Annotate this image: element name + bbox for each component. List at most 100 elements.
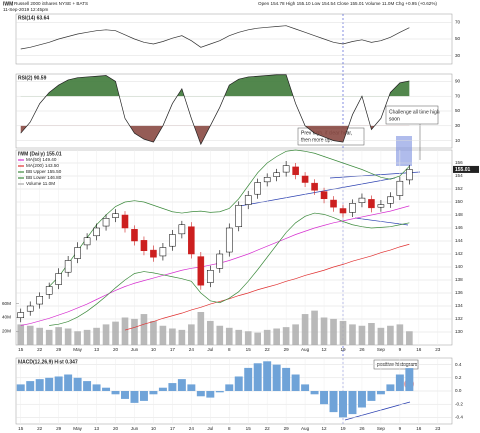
y-tick-label: 140: [455, 264, 463, 269]
x-tick-label: Sep: [377, 426, 386, 431]
legend-label: BB Lower 146.80: [26, 175, 62, 180]
candle-body: [368, 199, 375, 209]
x-tick-label: 17: [170, 426, 176, 431]
candle-body: [64, 260, 72, 273]
volume-bar: [45, 329, 53, 345]
x-tick-label: 12: [321, 347, 327, 352]
volume-bar: [188, 324, 195, 345]
candle-body: [169, 234, 176, 247]
candle-body: [178, 224, 186, 235]
x-tick-label: 15: [18, 426, 24, 431]
bar: [329, 391, 338, 413]
overlay-line: [20, 205, 410, 326]
bar: [386, 384, 395, 391]
bar: [320, 391, 329, 405]
x-tick-label: 23: [435, 426, 441, 431]
price-tag-label: 155.01: [455, 167, 471, 173]
symbol-name: Russell 2000 iShares NYSE + BATS: [14, 1, 88, 6]
x-tick-label: 17: [170, 347, 176, 352]
bar: [177, 379, 186, 391]
candle-body: [282, 165, 290, 173]
volume-bar: [112, 321, 119, 345]
bar: [244, 367, 253, 391]
x-tick-label: 29: [284, 347, 290, 352]
candle-body: [207, 270, 214, 283]
y-tick-label: 146: [455, 225, 463, 230]
legend-label: BB Upper 155.50: [26, 169, 62, 174]
volume-bar: [102, 324, 110, 345]
volume-bar: [320, 317, 328, 345]
x-tick-label: Sep: [377, 347, 386, 352]
volume-tick-label: 20M: [2, 328, 11, 333]
candle-body: [406, 169, 413, 181]
candle-body: [93, 227, 100, 237]
candle-body: [102, 218, 110, 227]
overlay-line: [48, 149, 410, 287]
candle-body: [320, 191, 328, 200]
bar: [206, 391, 215, 398]
annotation: Challenge all time high: [389, 109, 440, 115]
bar: [111, 391, 120, 395]
volume-bar: [178, 329, 186, 345]
bar: [272, 364, 281, 391]
candle-body: [140, 240, 148, 252]
x-tick-label: May: [73, 426, 82, 431]
x-tick-label: 29: [56, 347, 62, 352]
bar: [16, 384, 25, 391]
bar: [376, 391, 385, 395]
candle-body: [83, 237, 91, 246]
y-tick-label: 30: [455, 53, 461, 58]
candle-body: [121, 214, 129, 229]
y-tick-label: 70: [455, 93, 461, 98]
x-tick-label: Jul: [207, 426, 213, 431]
volume-bar: [282, 327, 290, 345]
candle-body: [273, 172, 280, 177]
volume-bar: [358, 325, 366, 345]
legend-label: MA(200) 143.50: [26, 163, 59, 168]
bar: [301, 384, 310, 391]
volume-bar: [406, 331, 413, 345]
volume-bar: [216, 325, 224, 345]
volume-bar: [244, 331, 252, 345]
volume-bar: [292, 324, 299, 345]
x-tick-label: 12: [321, 426, 327, 431]
volume-bar: [17, 324, 25, 345]
x-tick-label: 15: [246, 347, 252, 352]
bar: [102, 387, 111, 391]
volume-bar: [311, 310, 318, 345]
volume-tick-label: 40M: [2, 315, 11, 320]
bar: [73, 377, 82, 391]
candle-body: [197, 256, 205, 286]
volume-bar: [55, 327, 62, 345]
y-tick-label: 0.2: [455, 375, 462, 380]
y-tick-label: -0.4: [455, 415, 463, 420]
volume-bar: [36, 327, 44, 345]
x-tick-label: May: [73, 347, 82, 352]
y-tick-label: 142: [455, 251, 463, 256]
x-tick-label: 15: [246, 426, 252, 431]
candle-body: [55, 273, 62, 285]
x-tick-label: 9: [399, 347, 402, 352]
x-tick-label: Jul: [207, 347, 213, 352]
bar: [92, 384, 101, 391]
legend-label: MA(50) 149.40: [26, 157, 57, 162]
bar: [357, 391, 366, 408]
bar: [54, 376, 63, 391]
bar: [225, 384, 234, 391]
candle-body: [216, 253, 224, 269]
y-tick-label: 130: [455, 329, 463, 334]
candle-body: [112, 213, 119, 218]
x-tick-label: 20: [113, 347, 119, 352]
bar: [291, 374, 300, 391]
line: [20, 25, 410, 50]
bar: [121, 391, 129, 399]
bar: [187, 384, 196, 391]
candle-body: [377, 204, 385, 208]
bar: [253, 363, 262, 391]
line: [20, 74, 410, 146]
trend-line: [239, 177, 396, 207]
x-tick-label: 22: [265, 426, 271, 431]
x-tick-label: Jun: [131, 347, 139, 352]
volume-bar: [74, 331, 81, 345]
volume-bar: [131, 318, 138, 345]
